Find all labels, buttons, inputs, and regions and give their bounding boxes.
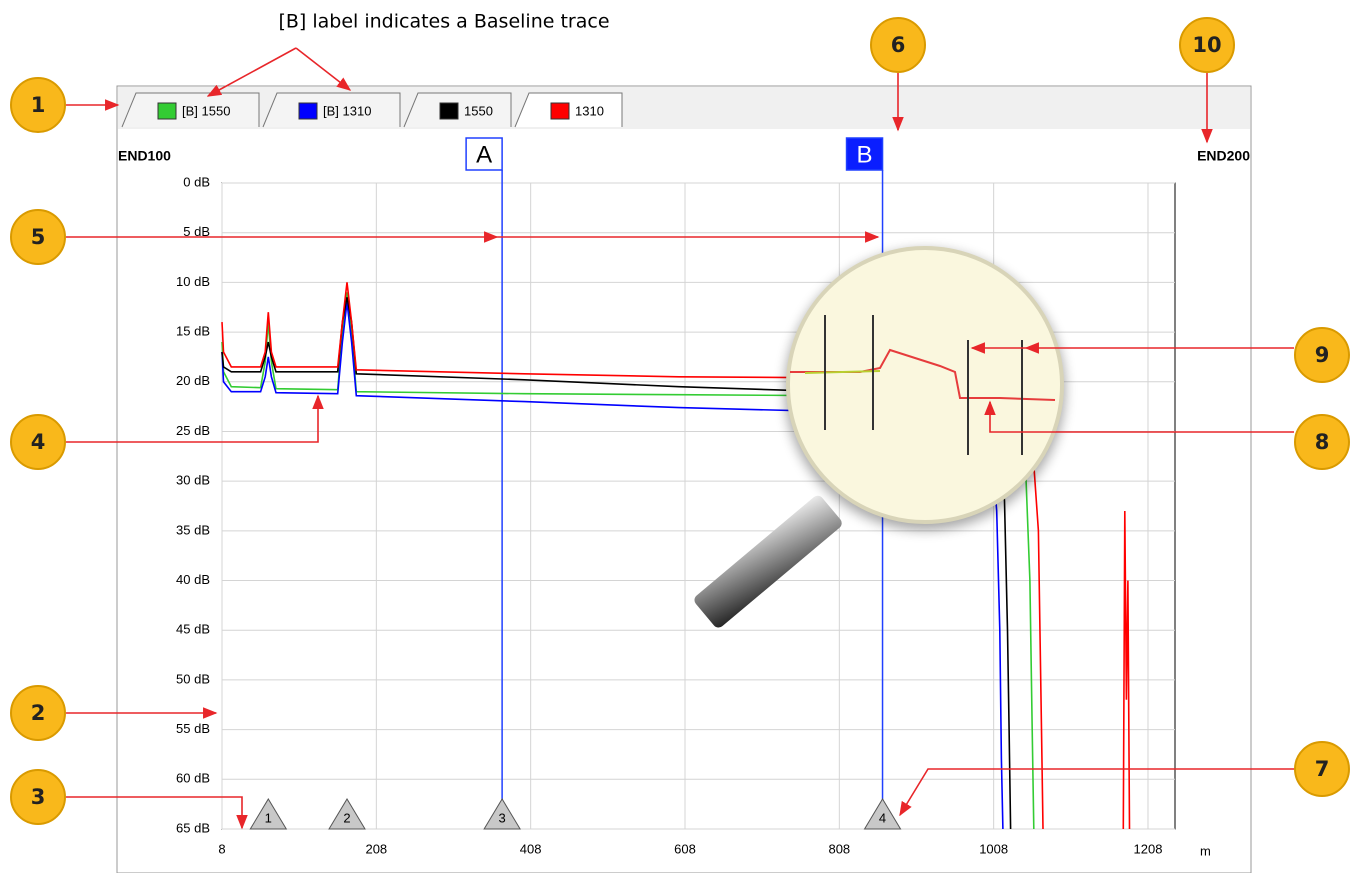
y-tick-label: 35 dB [176,522,210,537]
y-tick-label: 40 dB [176,572,210,587]
y-tick-label: 0 dB [183,174,210,189]
event-label: 3 [498,810,505,825]
x-tick-label: 208 [365,841,387,856]
event-label: 2 [343,810,350,825]
x-tick-label: 1208 [1134,841,1163,856]
left-end-label: END100 [118,148,171,164]
x-tick-label: 808 [828,841,850,856]
legend-swatch [440,103,458,119]
legend-swatch [299,103,317,119]
tab-label: 1310 [575,103,604,118]
cursor-label: B [857,141,873,168]
y-tick-label: 50 dB [176,671,210,686]
callout-number: 4 [31,430,46,454]
magnifier-lens [788,248,1062,522]
x-tick-label: 608 [674,841,696,856]
event-label: 4 [879,810,886,825]
callout-number: 7 [1315,757,1330,781]
legend-swatch [158,103,176,119]
event-label: 1 [265,810,272,825]
callout-number: 3 [31,785,46,809]
y-tick-label: 10 dB [176,274,210,289]
y-tick-label: 55 dB [176,721,210,736]
x-tick-label: 8 [218,841,225,856]
screen: [B] label indicates a Baseline trace [B]… [0,0,1355,873]
y-tick-label: 60 dB [176,771,210,786]
callout-number: 8 [1315,430,1330,454]
y-tick-label: 25 dB [176,423,210,438]
cursor-label: A [476,141,492,168]
y-tick-label: 65 dB [176,820,210,835]
callout-number: 1 [31,93,46,117]
tabs: [B] 1550 [B] 1310 1550 1310 [122,93,622,127]
x-axis-label: m [1200,843,1211,858]
y-tick-label: 30 dB [176,473,210,488]
x-tick-label: 408 [520,841,542,856]
callout-number: 10 [1192,33,1221,57]
callout-number: 6 [891,33,906,57]
tab-label: 1550 [464,103,493,118]
callout-number: 5 [31,225,46,249]
tab-label: [B] 1550 [182,103,230,118]
right-end-label: END200 [1197,148,1250,164]
caption: [B] label indicates a Baseline trace [278,11,609,33]
callout-number: 2 [31,701,46,725]
y-tick-label: 15 dB [176,324,210,339]
y-tick-label: 45 dB [176,622,210,637]
callout-number: 9 [1315,343,1330,367]
legend-swatch [551,103,569,119]
y-tick-label: 20 dB [176,373,210,388]
x-tick-label: 1008 [979,841,1008,856]
tab-label: [B] 1310 [323,103,371,118]
